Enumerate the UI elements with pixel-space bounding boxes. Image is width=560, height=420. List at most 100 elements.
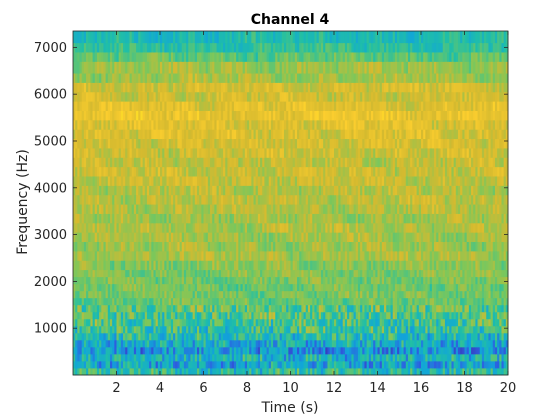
heatmap-cell <box>323 283 326 292</box>
heatmap-cell <box>229 269 233 278</box>
heatmap-cell <box>262 204 265 214</box>
heatmap-cell <box>301 325 304 334</box>
heatmap-cell <box>462 204 465 214</box>
heatmap-cell <box>486 260 489 271</box>
heatmap-cell <box>231 297 235 306</box>
heatmap-cell <box>394 353 398 362</box>
heatmap-cell <box>273 222 276 233</box>
heatmap-cell <box>357 232 361 243</box>
heatmap-cell <box>268 360 272 369</box>
heatmap-cell <box>183 283 187 292</box>
heatmap-cell <box>190 339 194 348</box>
heatmap-cell <box>455 290 459 299</box>
heatmap-cell <box>170 276 174 285</box>
heatmap-cell <box>244 325 248 334</box>
heatmap-cell <box>253 311 257 320</box>
heatmap-cell <box>401 204 404 214</box>
heatmap-cell <box>236 325 239 334</box>
heatmap-cell <box>210 176 213 186</box>
heatmap-cell <box>118 346 122 355</box>
heatmap-cell <box>88 332 91 341</box>
heatmap-cell <box>264 297 267 306</box>
heatmap-cell <box>442 304 446 313</box>
heatmap-cell <box>364 260 368 271</box>
heatmap-cell <box>142 269 146 278</box>
heatmap-cell <box>120 222 124 233</box>
heatmap-cell <box>418 346 422 355</box>
heatmap-cell <box>201 339 204 348</box>
heatmap-cell <box>399 332 402 341</box>
heatmap-cell <box>203 260 207 271</box>
heatmap-cell <box>386 260 389 271</box>
heatmap-cell <box>194 339 198 348</box>
heatmap-cell <box>194 297 198 306</box>
heatmap-cell <box>190 367 194 376</box>
heatmap-cell <box>127 241 130 252</box>
heatmap-cell <box>457 276 461 285</box>
heatmap-cell <box>162 346 165 355</box>
heatmap-cell <box>75 339 78 348</box>
heatmap-cell <box>99 283 102 292</box>
heatmap-cell <box>288 276 291 285</box>
heatmap-cell <box>388 332 391 341</box>
heatmap-cell <box>153 353 157 362</box>
heatmap-cell <box>155 276 159 285</box>
heatmap-cell <box>220 346 224 355</box>
heatmap-cell <box>323 185 326 196</box>
heatmap-cell <box>497 204 500 214</box>
heatmap-cell <box>170 176 174 186</box>
heatmap-cell <box>194 194 198 205</box>
heatmap-cell <box>149 204 152 214</box>
heatmap-cell <box>183 367 187 376</box>
heatmap-cell <box>462 269 465 278</box>
heatmap-cell <box>270 318 274 327</box>
heatmap-cell <box>464 367 468 376</box>
heatmap-cell <box>88 318 91 327</box>
heatmap-cell <box>412 269 415 278</box>
heatmap-cell <box>353 360 357 369</box>
heatmap-cell <box>297 367 300 376</box>
heatmap-cell <box>216 276 220 285</box>
heatmap-cell <box>377 222 381 233</box>
heatmap-cell <box>292 176 296 186</box>
heatmap-cell <box>223 339 226 348</box>
heatmap-cell <box>253 232 257 243</box>
heatmap-cell <box>79 311 83 320</box>
heatmap-cell <box>451 176 455 186</box>
heatmap-cell <box>314 213 318 224</box>
heatmap-cell <box>142 367 146 376</box>
heatmap-cell <box>427 311 431 320</box>
heatmap-cell <box>486 332 489 341</box>
heatmap-cell <box>166 204 170 214</box>
heatmap-cell <box>425 304 428 313</box>
heatmap-cell <box>81 304 85 313</box>
heatmap-cell <box>370 250 374 261</box>
heatmap-cell <box>394 367 398 376</box>
heatmap-cell <box>168 222 172 233</box>
heatmap-cell <box>273 232 276 243</box>
heatmap-cell <box>316 232 320 243</box>
heatmap-cell <box>418 360 422 369</box>
heatmap-cell <box>338 360 341 369</box>
heatmap-cell <box>266 360 270 369</box>
heatmap-cell <box>146 346 150 355</box>
heatmap-cell <box>421 325 424 334</box>
heatmap-cell <box>255 185 259 196</box>
heatmap-cell <box>279 241 283 252</box>
heatmap-cell <box>429 297 433 306</box>
heatmap-cell <box>325 297 328 306</box>
heatmap-cell <box>307 204 311 214</box>
heatmap-cell <box>442 367 446 376</box>
heatmap-cell <box>375 283 378 292</box>
heatmap-cell <box>301 269 304 278</box>
heatmap-cell <box>223 204 226 214</box>
heatmap-cell <box>131 325 135 334</box>
heatmap-cell <box>316 276 320 285</box>
heatmap-cell <box>212 353 215 362</box>
heatmap-cell <box>466 260 470 271</box>
heatmap-cell <box>375 232 378 243</box>
heatmap-cell <box>462 346 465 355</box>
heatmap-cell <box>357 283 361 292</box>
heatmap-cell <box>429 367 433 376</box>
heatmap-cell <box>142 339 146 348</box>
